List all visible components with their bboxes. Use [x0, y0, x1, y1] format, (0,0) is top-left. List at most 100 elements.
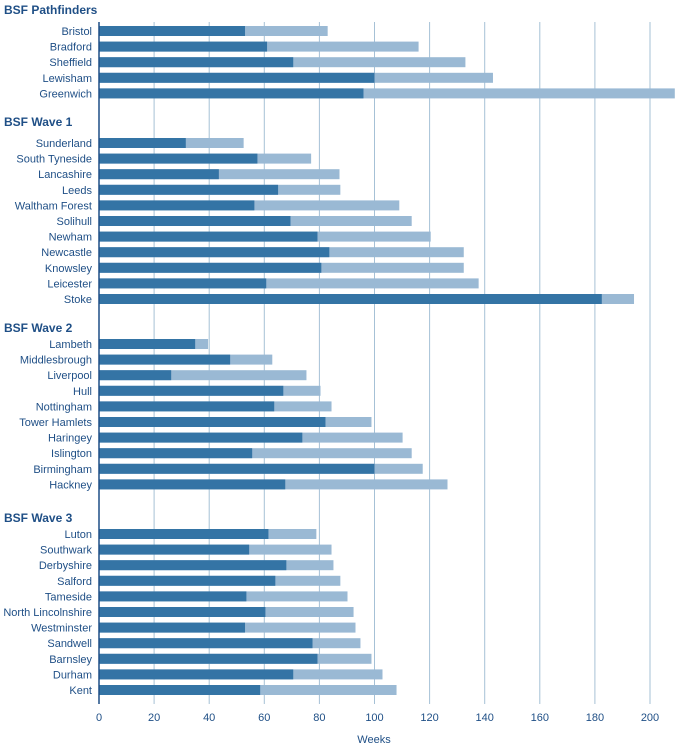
category-label: Leeds [62, 185, 92, 197]
category-label: Islington [51, 448, 92, 460]
category-label: Southwark [40, 545, 92, 557]
bar-dark-segment [99, 153, 258, 164]
bar-dark-segment [99, 278, 267, 289]
category-label: Luton [64, 529, 92, 541]
bar-dark-segment [99, 401, 275, 412]
bar-dark-segment [99, 463, 375, 474]
bar-dark-segment [99, 653, 318, 664]
bar-dark-segment [99, 544, 250, 555]
bar-dark-segment [99, 575, 276, 586]
category-label: Middlesbrough [20, 355, 92, 367]
bar-dark-segment [99, 294, 602, 304]
bar-dark-segment [99, 560, 287, 571]
category-label: Leicester [47, 278, 92, 290]
category-label: Newham [49, 232, 92, 244]
category-label: South Tyneside [16, 154, 92, 166]
bar-dark-segment [99, 622, 246, 633]
bar-dark-segment [99, 479, 286, 490]
category-label: Sandwell [47, 638, 92, 650]
bar-dark-segment [99, 247, 330, 258]
category-label: Lancashire [38, 169, 92, 181]
group-title: BSF Wave 3 [4, 511, 73, 525]
x-tick-label: 120 [420, 712, 438, 724]
category-labels: BSF Pathfinders Bristol Bradford Sheffield L… [3, 3, 97, 697]
x-tick-label: 20 [148, 712, 160, 724]
bar-total [99, 169, 340, 180]
category-label: Sheffield [49, 57, 92, 69]
category-label: Barnsley [49, 654, 92, 666]
category-label: Durham [53, 669, 92, 681]
category-label: Haringey [48, 433, 93, 445]
bar-dark-segment [99, 200, 255, 211]
bar-dark-segment [99, 57, 294, 68]
bar-dark-segment [99, 339, 196, 349]
category-label: Nottingham [36, 401, 92, 413]
category-label: Stoke [64, 294, 92, 306]
bars [99, 26, 675, 695]
category-label: Tameside [45, 591, 92, 603]
bar-dark-segment [99, 169, 219, 180]
bar-dark-segment [99, 591, 247, 602]
bar-dark-segment [99, 370, 172, 381]
bar-dark-segment [99, 432, 303, 443]
x-tick-label: 140 [476, 712, 494, 724]
category-label: Salford [57, 576, 92, 588]
bar-dark-segment [99, 354, 231, 365]
category-label: Lambeth [49, 339, 92, 351]
bar-dark-segment [99, 385, 284, 396]
x-tick-label: 160 [531, 712, 549, 724]
x-tick-label: 180 [586, 712, 604, 724]
category-label: Hull [73, 386, 92, 398]
category-label: Sunderland [36, 138, 92, 150]
x-tick-label: 80 [313, 712, 325, 724]
x-tick-label: 0 [96, 712, 102, 724]
group-title: BSF Wave 1 [4, 115, 73, 129]
bar-dark-segment [99, 685, 261, 695]
category-label: Bristol [61, 26, 92, 38]
x-axis-title: Weeks [357, 734, 391, 746]
bar-dark-segment [99, 417, 326, 427]
bar-dark-segment [99, 669, 294, 680]
category-label: Westminster [31, 623, 92, 635]
category-label: Tower Hamlets [19, 417, 92, 429]
x-tick-label: 40 [203, 712, 215, 724]
bar-dark-segment [99, 231, 318, 242]
gridlines [153, 22, 651, 704]
x-axis: 0 20 40 60 80 100 120 140 160 180 200 [96, 22, 659, 724]
bar-dark-segment [99, 448, 253, 459]
group-title: BSF Pathfinders [4, 3, 98, 17]
bar-dark-segment [99, 184, 279, 195]
bar-total [99, 370, 307, 381]
category-label: Kent [69, 685, 92, 697]
category-label: Liverpool [47, 370, 92, 382]
bar-total [99, 88, 675, 99]
category-label: Bradford [50, 42, 92, 54]
bar-dark-segment [99, 72, 375, 83]
bar-dark-segment [99, 138, 186, 148]
bar-total [99, 448, 412, 459]
category-label: Solihull [57, 216, 92, 228]
x-tick-label: 100 [365, 712, 383, 724]
bar-dark-segment [99, 41, 268, 52]
category-label: Waltham Forest [15, 200, 92, 212]
bar-dark-segment [99, 262, 322, 273]
bar-dark-segment [99, 638, 313, 649]
category-label: Greenwich [39, 88, 92, 100]
bar-dark-segment [99, 88, 364, 99]
category-label: Birmingham [33, 464, 92, 476]
x-tick-label: 200 [641, 712, 659, 724]
bar-dark-segment [99, 607, 266, 617]
x-tick-label: 60 [258, 712, 270, 724]
category-label: North Lincolnshire [3, 607, 92, 619]
bar-total [99, 278, 479, 289]
category-label: Hackney [49, 479, 92, 491]
category-label: Derbyshire [39, 560, 92, 572]
bar-dark-segment [99, 26, 246, 36]
category-label: Lewisham [42, 73, 92, 85]
bar-dark-segment [99, 529, 269, 539]
bar-dark-segment [99, 216, 291, 226]
category-label: Knowsley [45, 263, 93, 275]
category-label: Newcastle [41, 247, 92, 259]
group-title: BSF Wave 2 [4, 321, 73, 335]
